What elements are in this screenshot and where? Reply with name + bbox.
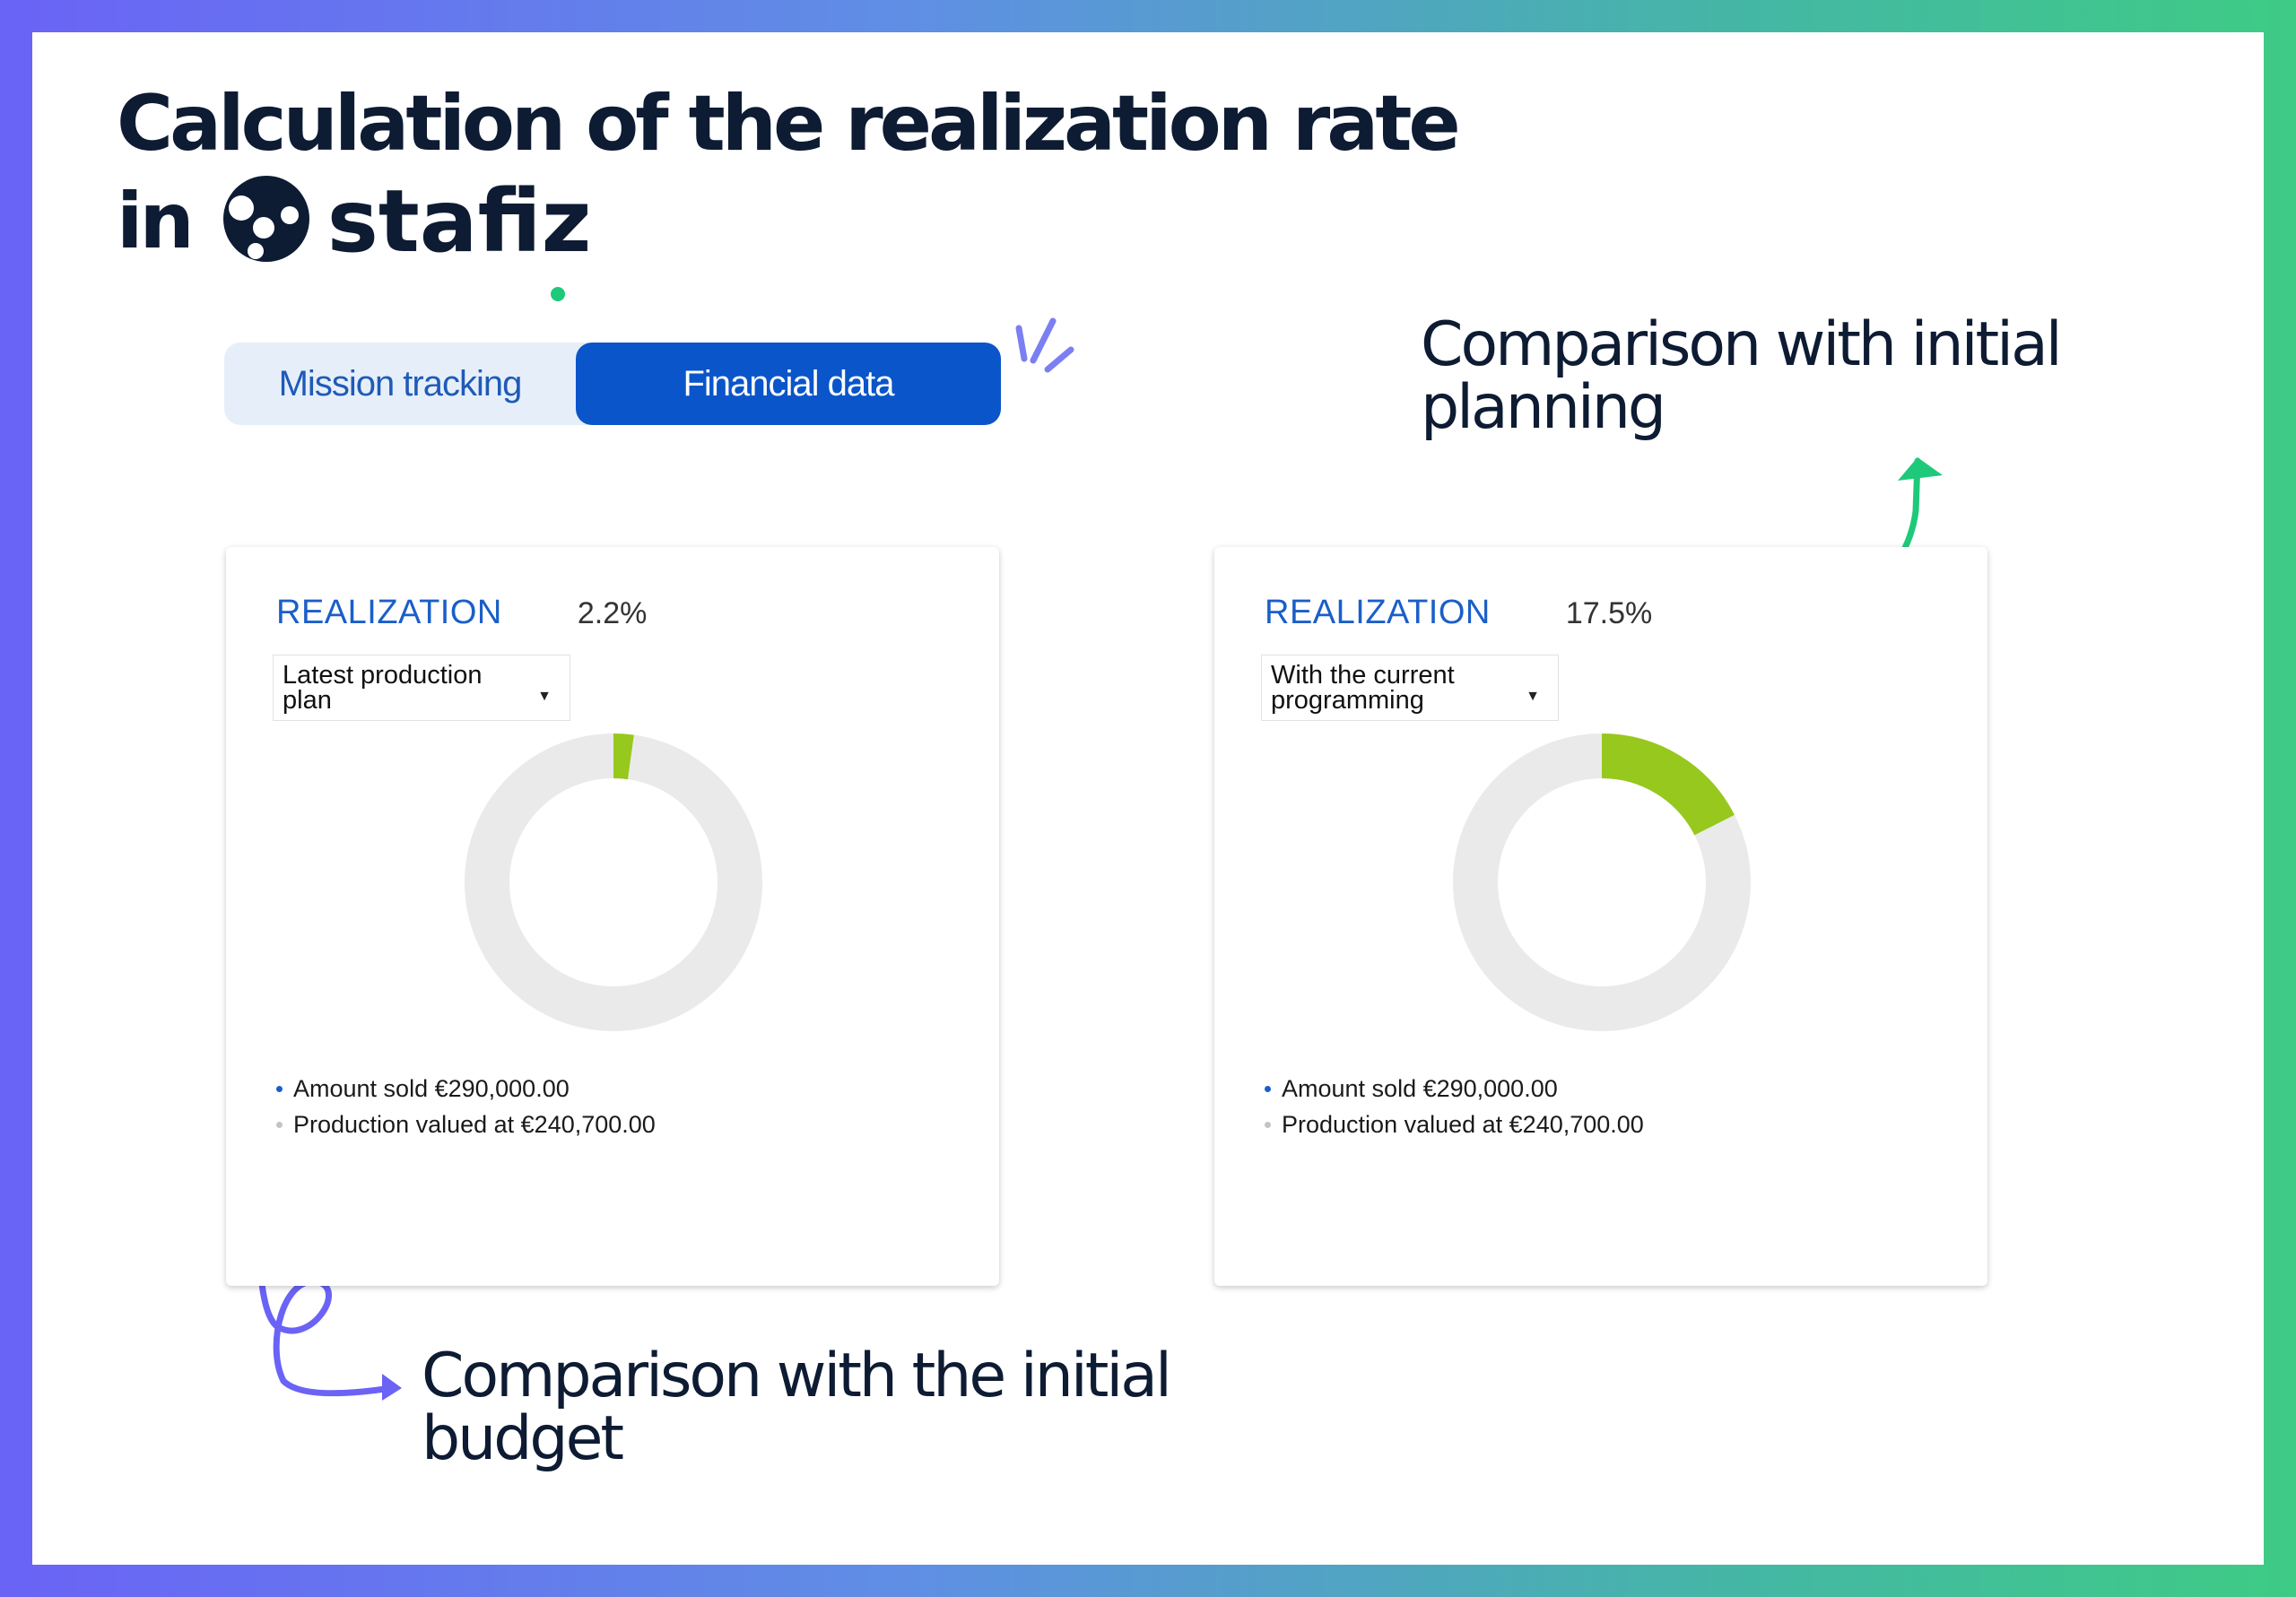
card-legend: Amount sold €290,000.00 Production value… (276, 1071, 656, 1142)
donut-track (465, 733, 762, 1031)
plan-select[interactable]: Latest production plan ▼ (273, 655, 570, 721)
legend-dot (1265, 1085, 1271, 1092)
card-rate-value: 2.2% (577, 596, 648, 630)
view-tabs: Mission tracking Financial data (224, 343, 1001, 425)
page-title: Calculation of the realization rate in s… (117, 75, 1461, 271)
card-header: REALIZATION 2.2% (276, 594, 647, 632)
programming-select-value: With the current programming (1271, 661, 1455, 715)
legend-item-production: Production valued at €240,700.00 (1265, 1107, 1644, 1142)
chevron-down-icon: ▼ (1526, 689, 1540, 704)
donut-arc (465, 733, 762, 1031)
annotation-initial-planning: Comparison with initial planning (1421, 309, 2063, 443)
realization-donut (1453, 733, 1751, 1031)
realization-card-budget: REALIZATION 2.2% Latest production plan … (226, 547, 999, 1286)
legend-text: Production valued at €240,700.00 (1282, 1110, 1644, 1138)
title-line-2: in stafiz (117, 172, 1457, 271)
logo-wordmark: stafiz (326, 171, 592, 272)
card-rate-value: 17.5% (1565, 596, 1653, 630)
legend-item-amount-sold: Amount sold €290,000.00 (1265, 1071, 1644, 1107)
card-header: REALIZATION 17.5% (1265, 594, 1652, 632)
realization-card-planning: REALIZATION 17.5% With the current progr… (1214, 547, 1987, 1286)
donut-arc (1453, 733, 1751, 1031)
title-line-1: Calculation of the realization rate (117, 79, 1461, 169)
legend-text: Amount sold €290,000.00 (1282, 1074, 1558, 1102)
tab-financial-data[interactable]: Financial data (576, 343, 1001, 425)
card-label: REALIZATION (276, 594, 502, 631)
plan-select-value: Latest production plan (283, 661, 483, 715)
chevron-down-icon: ▼ (537, 689, 552, 704)
sparkle-icon (1015, 317, 1074, 373)
annotation-initial-budget: Comparison with the initial budget (422, 1341, 1172, 1474)
legend-text: Production valued at €240,700.00 (293, 1110, 656, 1138)
programming-select[interactable]: With the current programming ▼ (1261, 655, 1559, 721)
legend-dot (276, 1085, 283, 1092)
card-label: REALIZATION (1265, 594, 1491, 631)
tab-mission-tracking[interactable]: Mission tracking (278, 363, 523, 404)
title-prefix: in (117, 177, 195, 266)
logo-dot-icon (551, 287, 565, 301)
stafiz-logo-icon (222, 176, 309, 262)
legend-text: Amount sold €290,000.00 (293, 1074, 570, 1102)
card-legend: Amount sold €290,000.00 Production value… (1265, 1071, 1644, 1142)
legend-item-production: Production valued at €240,700.00 (276, 1107, 656, 1142)
legend-dot (1265, 1121, 1271, 1128)
realization-donut (465, 733, 762, 1031)
legend-item-amount-sold: Amount sold €290,000.00 (276, 1071, 656, 1107)
legend-dot (276, 1121, 283, 1128)
stafiz-logo: stafiz (222, 172, 592, 271)
